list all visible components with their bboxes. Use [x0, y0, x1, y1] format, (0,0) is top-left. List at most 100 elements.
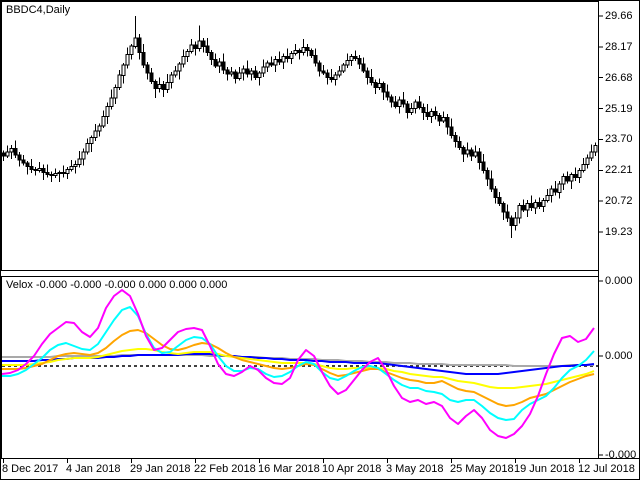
- candle-body: [409, 107, 414, 114]
- candle-body: [417, 101, 422, 108]
- indicator-values-label: Velox -0.000 -0.000 -0.000 0.000 0.000 0…: [6, 279, 228, 291]
- date-tick-label: 3 May 2018: [386, 463, 444, 475]
- candle-body: [145, 64, 150, 74]
- candle-body: [245, 68, 250, 75]
- velox-buffer-4: [2, 348, 595, 389]
- candle-body: [189, 44, 194, 52]
- candle-body: [193, 44, 198, 49]
- candle-body: [57, 172, 62, 175]
- candle-body: [361, 63, 366, 72]
- candle-body: [181, 56, 186, 65]
- candle-body: [317, 62, 322, 72]
- indicator-area[interactable]: [2, 277, 598, 458]
- candle-body: [29, 165, 34, 170]
- candle-body: [421, 106, 426, 114]
- indicator-tick-label: -0.000: [605, 449, 637, 461]
- candle-body: [125, 54, 130, 66]
- candle-body: [337, 70, 342, 76]
- candle-body: [569, 174, 574, 182]
- candle-body: [77, 158, 82, 165]
- candle-body: [481, 161, 486, 171]
- candle-body: [517, 205, 522, 219]
- date-tick-label: 16 Mar 2018: [258, 463, 320, 475]
- candle-body: [161, 84, 166, 91]
- main-chart-area[interactable]: [2, 2, 598, 270]
- candle-body: [221, 61, 226, 71]
- price-tick-label: 19.23: [605, 226, 633, 238]
- candle-body: [297, 49, 302, 54]
- candle-body: [473, 151, 478, 157]
- candle-body: [573, 174, 578, 179]
- candle-body: [425, 112, 430, 118]
- candle-body: [257, 72, 262, 78]
- candle-body: [157, 84, 162, 90]
- candle-body: [341, 64, 346, 72]
- candle-body: [501, 203, 506, 213]
- price-axis-area[interactable]: [599, 0, 640, 458]
- candle-body: [165, 82, 170, 91]
- candle-body: [137, 37, 142, 53]
- velox-buffer-2: [2, 306, 595, 421]
- candle-body: [593, 145, 598, 153]
- candle-body: [61, 172, 66, 175]
- candle-body: [381, 83, 386, 93]
- candle-body: [313, 55, 318, 64]
- price-tick-label: 20.72: [605, 195, 633, 207]
- main-panel-border: [1, 1, 599, 271]
- candle-body: [205, 45, 210, 53]
- candle-body: [73, 163, 78, 167]
- candle-body: [325, 72, 330, 78]
- candle-body: [149, 72, 154, 82]
- candle-body: [117, 74, 122, 89]
- candle-body: [433, 111, 438, 117]
- time-axis-area[interactable]: [0, 459, 640, 480]
- candle-body: [217, 61, 222, 67]
- date-tick-label: 22 Feb 2018: [194, 463, 256, 475]
- candle-body: [141, 51, 146, 66]
- candle-body: [241, 68, 246, 74]
- candle-body: [389, 96, 394, 103]
- candle-body: [589, 151, 594, 159]
- candle-body: [233, 71, 238, 79]
- candle-body: [153, 80, 158, 90]
- candle-body: [377, 83, 382, 89]
- candle-body: [465, 149, 470, 155]
- candle-body: [229, 71, 234, 75]
- candle-body: [249, 70, 254, 75]
- date-tick-label: 8 Dec 2017: [2, 463, 59, 475]
- candle-body: [37, 167, 42, 171]
- candle-body: [121, 64, 126, 76]
- candle-body: [289, 53, 294, 60]
- indicator-panel-border: [1, 276, 599, 459]
- axis-tick-marks: [3, 15, 603, 463]
- candle-body: [237, 72, 242, 79]
- candle-body: [505, 211, 510, 219]
- candle-body: [5, 151, 10, 157]
- indicator-line-series: [2, 289, 595, 439]
- candle-body: [269, 62, 274, 66]
- candle-body: [541, 200, 546, 208]
- candle-body: [285, 56, 290, 60]
- candle-body: [369, 76, 374, 84]
- candle-body: [365, 70, 370, 78]
- price-tick-label: 23.70: [605, 133, 633, 145]
- candle-body: [65, 169, 70, 175]
- candle-body: [177, 63, 182, 72]
- candle-body: [521, 205, 526, 211]
- candle-body: [585, 157, 590, 165]
- candle-body: [497, 196, 502, 205]
- indicator-tick-label: 0.000: [605, 350, 633, 362]
- candle-body: [81, 151, 86, 160]
- candle-body: [373, 82, 378, 89]
- candle-body: [25, 162, 30, 167]
- candlestick-series: [2, 16, 598, 238]
- candle-body: [525, 203, 530, 211]
- candle-body: [305, 46, 310, 51]
- panel-splitter[interactable]: [2, 271, 598, 276]
- candle-body: [185, 50, 190, 58]
- candle-body: [545, 194, 550, 202]
- date-tick-label: 4 Jan 2018: [66, 463, 121, 475]
- candle-body: [13, 148, 18, 156]
